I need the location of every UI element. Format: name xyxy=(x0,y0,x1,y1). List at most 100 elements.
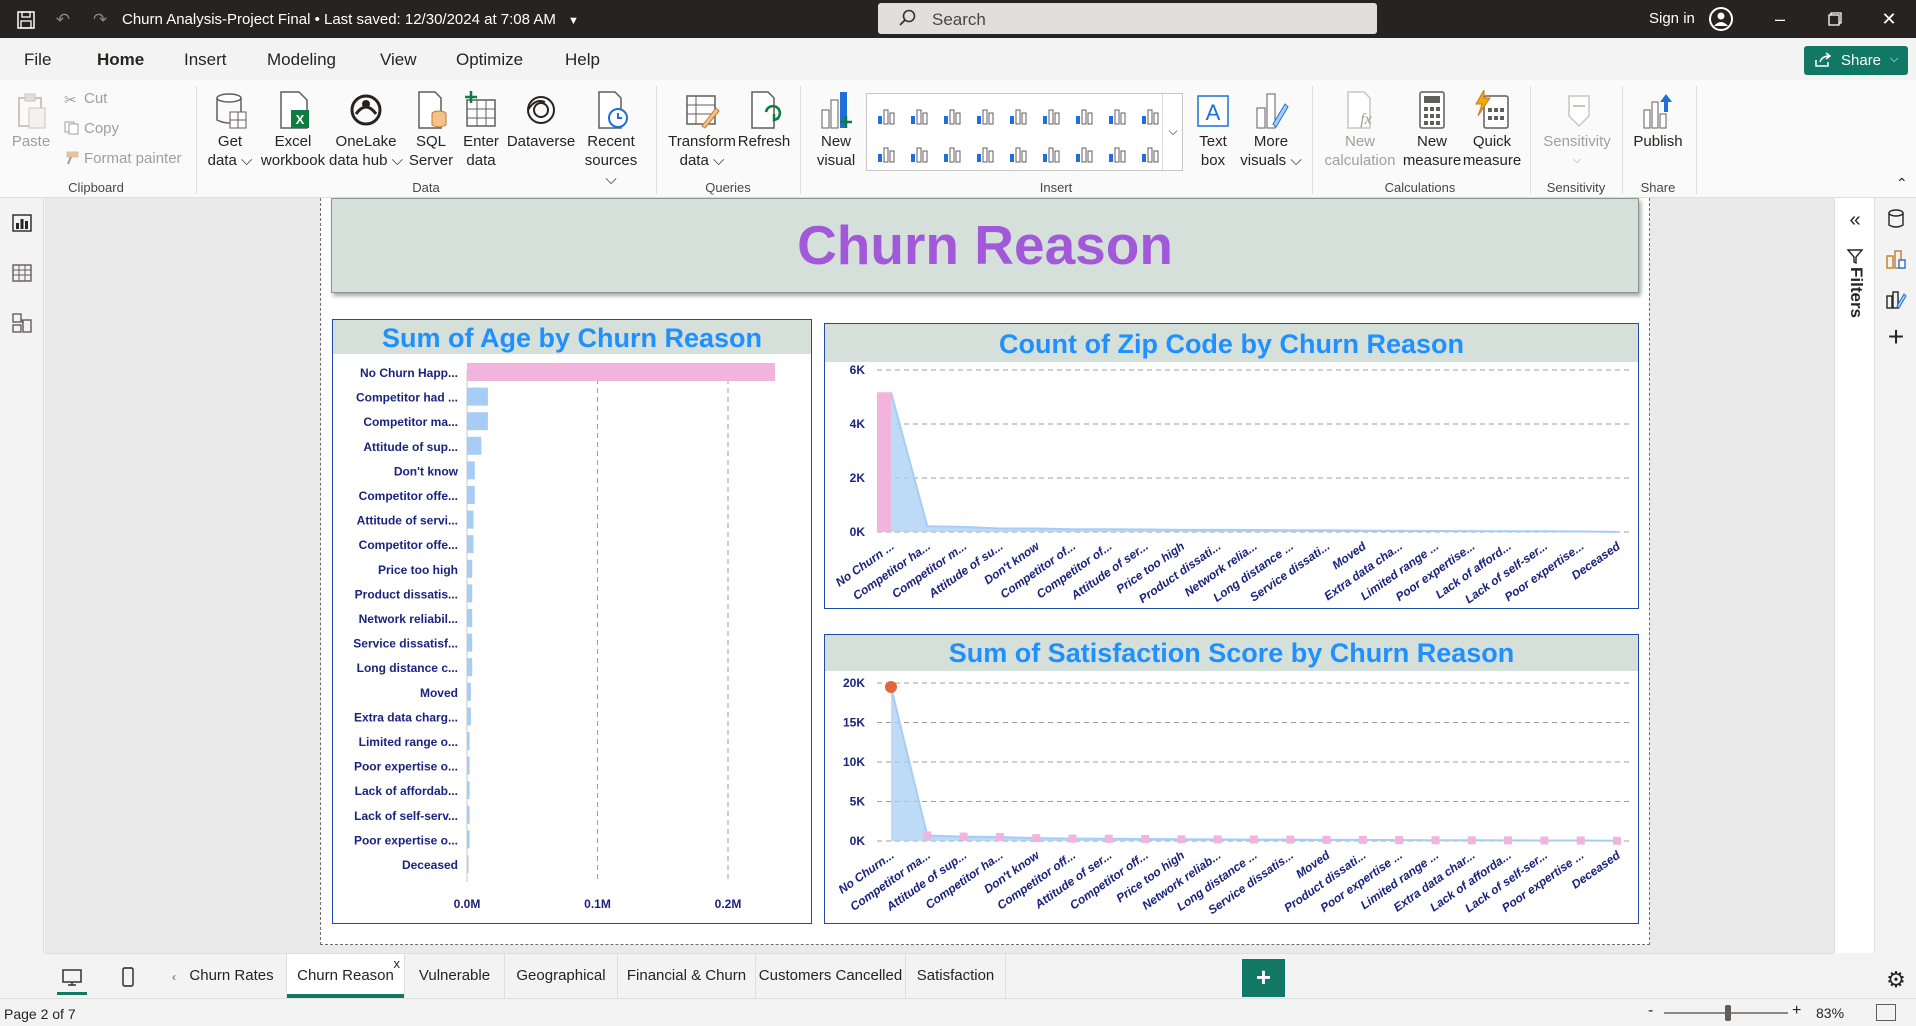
visual-count-zip[interactable]: Count of Zip Code by Churn Reason 6K 4K 2K… xyxy=(824,323,1639,609)
tab-modeling[interactable]: Modeling xyxy=(267,50,336,69)
filters-label[interactable]: Filters xyxy=(1847,267,1866,319)
visual-sum-of-age[interactable]: Sum of Age by Churn Reason No Churn Happ… xyxy=(332,319,812,924)
publish-button[interactable]: Publish xyxy=(1630,90,1686,151)
onelake-data-hub-button[interactable]: OneLake data hub ⌵ xyxy=(328,90,404,170)
category-label: Attitude of servi... xyxy=(357,514,458,528)
report-banner[interactable]: Churn Reason xyxy=(331,198,1639,293)
avatar-icon[interactable] xyxy=(1709,7,1733,31)
new-visual-button[interactable]: New visual xyxy=(812,90,860,170)
restore-icon[interactable] xyxy=(1815,4,1855,34)
minimize-icon[interactable]: – xyxy=(1774,9,1785,29)
treemap-icon[interactable] xyxy=(941,142,963,164)
pie-chart-icon[interactable] xyxy=(875,142,897,164)
fit-to-page-icon[interactable] xyxy=(1876,1004,1896,1021)
undo-icon[interactable]: ↶ xyxy=(55,10,71,29)
sign-in-link[interactable]: Sign in xyxy=(1649,10,1695,27)
mobile-layout-icon[interactable] xyxy=(117,966,139,988)
page-tab[interactable]: Financial & Churn xyxy=(618,954,756,998)
zoom-slider-handle[interactable] xyxy=(1724,1005,1731,1021)
quick-measure-button[interactable]: Quick measure xyxy=(1462,88,1522,170)
cut-button[interactable]: ✂ Cut xyxy=(64,90,108,109)
zoom-in-button[interactable]: + xyxy=(1792,1002,1802,1019)
save-icon[interactable] xyxy=(15,9,37,31)
100-column-icon[interactable] xyxy=(1040,104,1062,126)
new-calculation-button[interactable]: fx New calculation xyxy=(1320,90,1400,170)
clustered-bar-icon[interactable] xyxy=(941,104,963,126)
report-page: Churn Reason Sum of Age by Churn Reason … xyxy=(320,198,1650,945)
zoom-level: 83% xyxy=(1816,1005,1845,1021)
dataverse-button[interactable]: Dataverse xyxy=(506,90,576,151)
refresh-button[interactable]: Refresh xyxy=(736,90,792,151)
chevron-down-icon[interactable]: ▼ xyxy=(568,15,579,27)
data-pane-icon[interactable] xyxy=(1885,208,1907,230)
stacked-bar-icon[interactable] xyxy=(875,104,897,126)
100-bar-icon[interactable] xyxy=(1007,104,1029,126)
next-page-icon[interactable]: › xyxy=(196,970,200,984)
document-title[interactable]: Churn Analysis-Project Final • Last save… xyxy=(122,11,579,28)
get-data-button[interactable]: Get data ⌵ xyxy=(206,90,254,170)
tab-view[interactable]: View xyxy=(380,50,417,69)
page-tab[interactable]: Customers Cancelled xyxy=(756,954,906,998)
sensitivity-button[interactable]: Sensitivity ⌵ xyxy=(1534,90,1620,170)
new-measure-button[interactable]: New measure xyxy=(1402,90,1462,170)
page-tab[interactable]: Churn Rates xyxy=(177,954,287,998)
table-view-icon[interactable] xyxy=(11,262,33,284)
multi-row-card-icon[interactable] xyxy=(1073,142,1095,164)
search-box[interactable]: Search xyxy=(878,3,1377,34)
settings-gear-icon[interactable]: ⚙ xyxy=(1886,967,1906,992)
transform-data-button[interactable]: Transform data ⌵ xyxy=(666,90,738,170)
tab-insert[interactable]: Insert xyxy=(184,50,227,69)
expand-filters-icon[interactable]: « xyxy=(1849,209,1861,231)
close-icon[interactable]: ✕ xyxy=(1881,9,1897,29)
page-tab-label: Vulnerable xyxy=(418,967,491,984)
area-chart-icon[interactable] xyxy=(1106,104,1128,126)
gallery-more-icon[interactable]: ⌵ xyxy=(1162,93,1183,171)
data-point-marker xyxy=(1431,836,1440,845)
desktop-layout-icon[interactable] xyxy=(57,966,87,995)
enter-data-button[interactable]: Enter data xyxy=(458,90,504,170)
redo-icon[interactable]: ↷ xyxy=(92,10,108,29)
sql-server-button[interactable]: SQL Server xyxy=(408,90,454,170)
recent-sources-button[interactable]: Recent sources ⌵ xyxy=(578,90,644,189)
gauge-icon[interactable] xyxy=(1007,142,1029,164)
card-icon[interactable] xyxy=(1040,142,1062,164)
format-pane-icon[interactable] xyxy=(1885,288,1907,310)
tab-home[interactable]: Home xyxy=(97,50,145,69)
more-visuals-button[interactable]: More visuals ⌵ xyxy=(1240,90,1302,170)
search-placeholder: Search xyxy=(932,10,986,29)
model-view-icon[interactable] xyxy=(11,312,33,334)
x-tick-label: 0.0M xyxy=(454,897,481,911)
table-icon[interactable] xyxy=(1106,142,1128,164)
page-tab[interactable]: Geographical xyxy=(505,954,618,998)
format-painter-button[interactable]: Format painter xyxy=(64,150,182,167)
report-view-icon[interactable] xyxy=(11,212,33,234)
ribbon-chart-icon[interactable] xyxy=(1139,104,1161,126)
page-tab[interactable]: Churn Reason x xyxy=(287,954,405,998)
tab-help[interactable]: Help xyxy=(565,50,600,69)
zoom-out-button[interactable]: - xyxy=(1648,1002,1654,1019)
recent-sources-icon xyxy=(593,90,629,130)
previous-page-icon[interactable]: ‹ xyxy=(172,970,176,984)
filters-pane-collapsed[interactable]: « xyxy=(1834,198,1874,953)
clustered-column-icon[interactable] xyxy=(974,104,996,126)
tab-file[interactable]: File xyxy=(24,50,52,69)
share-button[interactable]: Share ⌵ xyxy=(1804,46,1908,75)
visual-sum-satisfaction[interactable]: Sum of Satisfaction Score by Churn Reaso… xyxy=(824,634,1639,924)
add-page-button[interactable]: + xyxy=(1242,959,1285,997)
text-box-button[interactable]: A Text box xyxy=(1190,90,1236,170)
add-pane-icon[interactable]: + xyxy=(1887,321,1905,352)
collapse-ribbon-icon[interactable]: ⌃ xyxy=(1896,175,1908,191)
stacked-column-icon[interactable] xyxy=(908,104,930,126)
matrix-icon[interactable] xyxy=(1139,142,1161,164)
donut-chart-icon[interactable] xyxy=(908,142,930,164)
map-icon[interactable] xyxy=(974,142,996,164)
visualizations-pane-icon[interactable] xyxy=(1885,248,1907,270)
excel-workbook-button[interactable]: X Excel workbook xyxy=(258,90,328,170)
tab-optimize[interactable]: Optimize xyxy=(456,50,524,69)
close-tab-icon[interactable]: x xyxy=(393,956,401,971)
copy-button[interactable]: Copy xyxy=(64,120,119,137)
paste-button[interactable]: Paste xyxy=(10,90,52,151)
page-tab[interactable]: Satisfaction xyxy=(906,954,1006,998)
line-chart-icon[interactable] xyxy=(1073,104,1095,126)
page-tab[interactable]: Vulnerable xyxy=(405,954,505,998)
